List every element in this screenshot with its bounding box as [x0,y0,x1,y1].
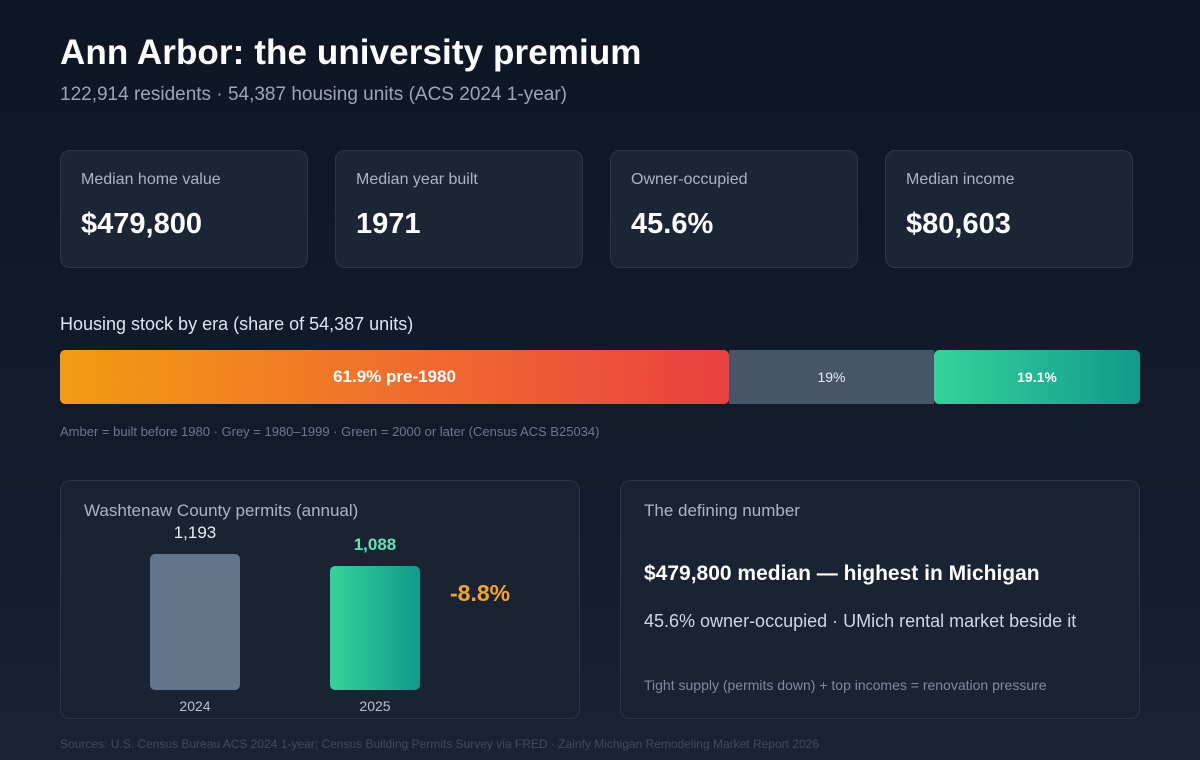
defining-note: Tight supply (permits down) + top income… [644,677,1047,693]
sources-footer: Sources: U.S. Census Bureau ACS 2024 1-y… [60,737,820,751]
permits-panel: Washtenaw County permits (annual) 1,193 … [60,480,580,719]
era-legend-note: Amber = built before 1980 · Grey = 1980–… [60,424,600,439]
kpi-label: Median income [906,171,1015,188]
kpi-label: Owner-occupied [631,171,748,188]
kpi-value: $479,800 [81,208,202,240]
permits-change-label: -8.8% [450,580,511,606]
permits-chart-title: Washtenaw County permits (annual) [84,501,359,520]
defining-number-panel: The defining number $479,800 median — hi… [620,480,1140,719]
kpi-value: 45.6% [631,208,714,240]
bar-value-2025: 1,088 [353,535,397,554]
kpi-card-year-built: Median year built 1971 [335,150,583,268]
kpi-label: Median home value [81,171,221,188]
bar-value-2024: 1,193 [173,523,217,542]
kpi-value: $80,603 [906,208,1011,240]
era-segment-pre-1980: 61.9% pre-1980 [60,350,729,404]
era-chart-title: Housing stock by era (share of 54,387 un… [60,314,414,334]
bar-category-2024: 2024 [179,698,211,714]
kpi-card-owner-occupied: Owner-occupied 45.6% [610,150,858,268]
kpi-card-home-value: Median home value $479,800 [60,150,308,268]
kpi-value: 1971 [356,208,421,240]
bar-2025 [330,566,420,690]
page-subtitle: 122,914 residents · 54,387 housing units… [60,84,567,105]
era-segment-label: 61.9% pre-1980 [333,367,456,386]
defining-title: The defining number [644,501,800,520]
defining-subtext: 45.6% owner-occupied · UMich rental mark… [644,611,1077,631]
defining-headline: $479,800 median — highest in Michigan [644,562,1040,585]
bar-category-2025: 2025 [359,698,391,714]
kpi-card-median-income: Median income $80,603 [885,150,1133,268]
era-segment-2000-later: 19.1% [934,350,1140,404]
era-segment-1980-1999: 19% [729,350,934,404]
era-segment-label: 19% [817,369,846,385]
page-title: Ann Arbor: the university premium [60,33,642,72]
bar-2024 [150,554,240,690]
kpi-label: Median year built [356,171,478,188]
era-stacked-bar: 61.9% pre-1980 19% 19.1% [60,350,1140,404]
era-segment-label: 19.1% [1017,369,1057,385]
